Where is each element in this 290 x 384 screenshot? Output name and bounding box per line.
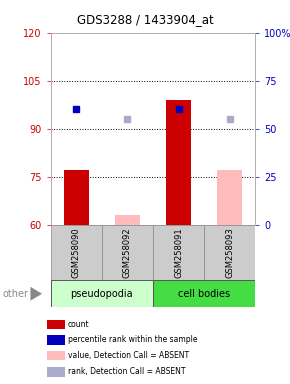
Bar [64,170,89,225]
Text: rank, Detection Call = ABSENT: rank, Detection Call = ABSENT [68,367,186,376]
Bar [51,280,153,307]
Bar [153,225,204,280]
Text: pseudopodia: pseudopodia [70,289,133,299]
Bar [166,100,191,225]
Text: percentile rank within the sample: percentile rank within the sample [68,336,197,344]
Bar [47,351,65,360]
Text: GDS3288 / 1433904_at: GDS3288 / 1433904_at [77,13,213,26]
Bar [51,225,102,280]
Text: GSM258091: GSM258091 [174,227,183,278]
Text: cell bodies: cell bodies [178,289,230,299]
Text: count: count [68,320,90,329]
Bar [47,335,65,344]
Bar [47,320,65,329]
Bar [217,170,242,225]
Text: other: other [3,289,29,299]
Bar [115,215,140,225]
Text: GSM258092: GSM258092 [123,227,132,278]
Bar [102,225,153,280]
Text: value, Detection Call = ABSENT: value, Detection Call = ABSENT [68,351,189,360]
Polygon shape [30,287,42,301]
Bar [204,225,255,280]
Bar [153,280,255,307]
Bar [47,367,65,377]
Text: GSM258093: GSM258093 [225,227,234,278]
Text: GSM258090: GSM258090 [72,227,81,278]
